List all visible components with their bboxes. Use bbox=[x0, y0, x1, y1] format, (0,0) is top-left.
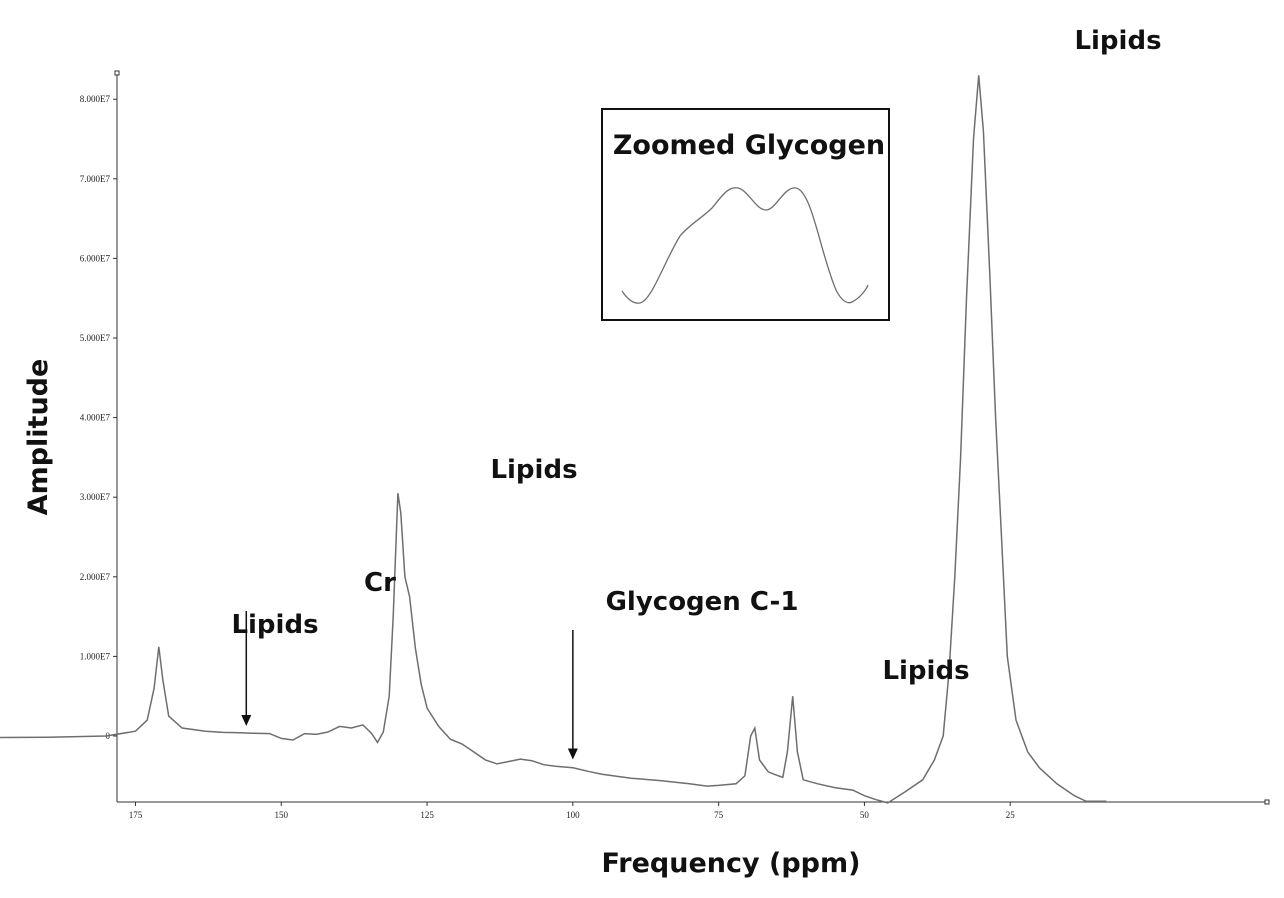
axes bbox=[114, 70, 1270, 805]
x-tick-label: 125 bbox=[420, 810, 434, 820]
inset-glycogen-line bbox=[621, 187, 869, 304]
annotation-label: Lipids bbox=[882, 656, 969, 686]
y-axis-title: Amplitude bbox=[23, 359, 54, 516]
inset-frame bbox=[601, 108, 890, 321]
y-axis-end-marker bbox=[114, 70, 120, 76]
annotation-arrow-head bbox=[567, 748, 578, 760]
y-tick-label: 6.000E7 bbox=[80, 253, 111, 263]
series-line bbox=[0, 75, 1107, 804]
zoomed-glycogen-inset: Zoomed Glycogen bbox=[601, 108, 890, 321]
annotation-label: Lipids bbox=[231, 610, 318, 640]
x-tick-label: 50 bbox=[860, 810, 870, 820]
x-ticks: 200175150125100755025 bbox=[129, 802, 1016, 820]
inset-title: Zoomed Glycogen bbox=[613, 130, 885, 161]
annotation-label: Lipids bbox=[490, 455, 577, 485]
y-tick-label: 4.000E7 bbox=[80, 413, 111, 423]
annotations: Lipids Cr Lipids Glycogen C-1 Lipids Lipids bbox=[231, 26, 1162, 760]
x-axis-end-marker bbox=[1264, 799, 1270, 805]
y-tick-label: 5.000E7 bbox=[80, 333, 111, 343]
y-ticks: 01.000E72.000E73.000E74.000E75.000E76.00… bbox=[80, 94, 117, 741]
y-tick-label: 7.000E7 bbox=[80, 174, 111, 184]
annotation-label: Cr bbox=[364, 568, 396, 598]
x-tick-label: 150 bbox=[275, 810, 289, 820]
y-tick-label: 3.000E7 bbox=[80, 492, 111, 502]
y-tick-label: 1.000E7 bbox=[80, 651, 111, 661]
x-axis-title: Frequency (ppm) bbox=[602, 848, 861, 879]
annotation-arrow-head bbox=[241, 715, 252, 727]
annotation-label: Glycogen C-1 bbox=[606, 587, 799, 617]
x-tick-label: 75 bbox=[714, 810, 724, 820]
y-tick-label: 8.000E7 bbox=[80, 94, 111, 104]
y-tick-label: 2.000E7 bbox=[80, 572, 111, 582]
x-tick-label: 100 bbox=[566, 810, 580, 820]
x-tick-label: 175 bbox=[129, 810, 143, 820]
x-tick-label: 25 bbox=[1006, 810, 1016, 820]
annotation-label: Lipids bbox=[1074, 26, 1161, 56]
